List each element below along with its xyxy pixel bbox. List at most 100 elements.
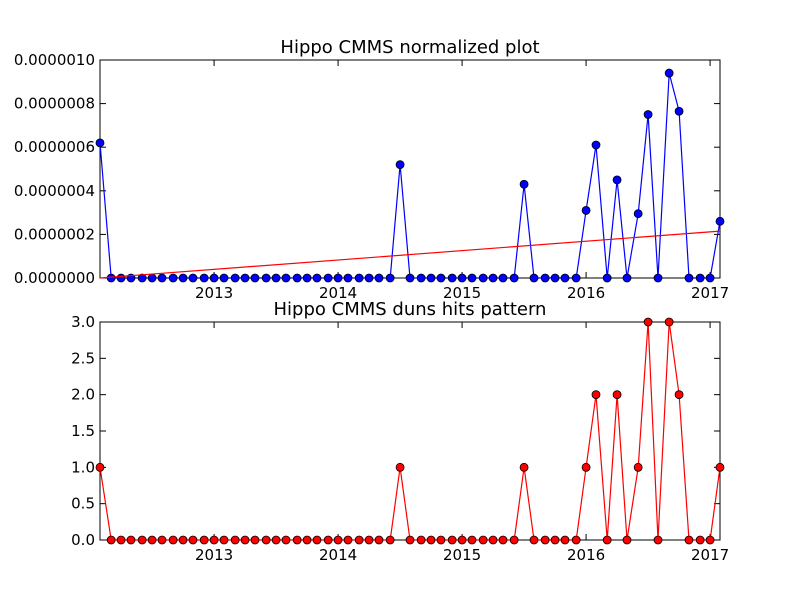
data-point — [447, 535, 457, 545]
data-point — [540, 535, 550, 545]
data-point — [612, 175, 622, 185]
data-point — [312, 535, 322, 545]
x-tick-label: 2015 — [443, 546, 481, 564]
data-point — [633, 209, 643, 219]
x-tick-label: 2017 — [691, 284, 729, 302]
y-tick-label: 2.5 — [71, 349, 95, 367]
data-point — [426, 535, 436, 545]
data-point — [178, 535, 188, 545]
y-tick-label: 0.0000000 — [14, 269, 95, 287]
data-point — [664, 317, 674, 327]
data-point — [219, 535, 229, 545]
data-point — [715, 462, 725, 472]
data-point — [188, 273, 198, 283]
data-point — [157, 273, 167, 283]
data-point — [705, 273, 715, 283]
data-point — [395, 160, 405, 170]
data-point — [602, 535, 612, 545]
data-point — [333, 535, 343, 545]
data-point — [261, 535, 271, 545]
data-point — [622, 535, 632, 545]
data-point — [540, 273, 550, 283]
data-point — [302, 535, 312, 545]
y-tick-label: 0.0000006 — [14, 138, 95, 156]
data-point — [602, 273, 612, 283]
data-point — [705, 535, 715, 545]
data-point — [271, 273, 281, 283]
chart-duns-hits-pattern: Hippo CMMS duns hits pattern 0.0 0.5 1.0 1.… — [71, 299, 729, 564]
y-tick-label: 0.5 — [71, 495, 95, 513]
y-tick-label: 1.5 — [71, 422, 95, 440]
data-point — [230, 273, 240, 283]
data-point — [385, 273, 395, 283]
data-point — [643, 317, 653, 327]
data-point — [436, 535, 446, 545]
data-point — [664, 68, 674, 78]
y-tick-label: 0.0000010 — [14, 51, 95, 69]
data-point — [302, 273, 312, 283]
data-point — [560, 535, 570, 545]
y-tick-label: 0.0000004 — [14, 182, 95, 200]
data-point — [550, 273, 560, 283]
data-point — [478, 535, 488, 545]
data-point — [281, 273, 291, 283]
data-point — [240, 273, 250, 283]
x-tick-label: 2016 — [567, 546, 605, 564]
data-point — [137, 273, 147, 283]
axes-frame — [99, 321, 721, 541]
data-point — [509, 273, 519, 283]
data-point — [364, 535, 374, 545]
data-point — [209, 273, 219, 283]
data-point — [612, 390, 622, 400]
data-point — [168, 273, 178, 283]
data-point — [529, 273, 539, 283]
data-point — [457, 273, 467, 283]
y-tick-label: 0.0000008 — [14, 95, 95, 113]
data-point — [591, 140, 601, 150]
data-point — [581, 462, 591, 472]
x-tick-label: 2017 — [691, 546, 729, 564]
data-point — [354, 535, 364, 545]
data-point — [271, 535, 281, 545]
data-point — [374, 273, 384, 283]
data-point — [695, 535, 705, 545]
data-point — [199, 535, 209, 545]
chart-normalized-plot: Hippo CMMS normalized plot 0.0000000 0.00… — [14, 37, 729, 302]
data-point — [529, 535, 539, 545]
data-point — [488, 535, 498, 545]
data-point — [199, 273, 209, 283]
data-point — [467, 273, 477, 283]
data-point — [250, 273, 260, 283]
y-tick-label: 2.0 — [71, 386, 95, 404]
data-point — [633, 462, 643, 472]
data-point — [509, 535, 519, 545]
chart-title: Hippo CMMS duns hits pattern — [274, 299, 547, 320]
y-tick-label: 3.0 — [71, 313, 95, 331]
data-point — [323, 273, 333, 283]
data-point — [261, 273, 271, 283]
series-line — [99, 321, 721, 541]
series-line — [99, 72, 721, 279]
data-point — [498, 535, 508, 545]
y-tick-label: 0.0 — [71, 531, 95, 549]
data-point — [147, 535, 157, 545]
data-point — [643, 110, 653, 119]
x-tick-label: 2013 — [195, 284, 233, 302]
data-point — [178, 273, 188, 283]
data-point — [416, 535, 426, 545]
data-point — [168, 535, 178, 545]
data-point — [674, 390, 684, 400]
chart-title: Hippo CMMS normalized plot — [280, 37, 539, 58]
data-point — [209, 535, 219, 545]
data-point — [240, 535, 250, 545]
data-point — [292, 273, 302, 283]
data-point — [436, 273, 446, 283]
data-point — [385, 535, 395, 545]
data-point — [188, 535, 198, 545]
x-tick-label: 2015 — [443, 284, 481, 302]
x-tick-label: 2016 — [567, 284, 605, 302]
data-point — [591, 390, 601, 400]
series-line — [99, 230, 721, 279]
data-point — [250, 535, 260, 545]
data-point — [312, 273, 322, 283]
